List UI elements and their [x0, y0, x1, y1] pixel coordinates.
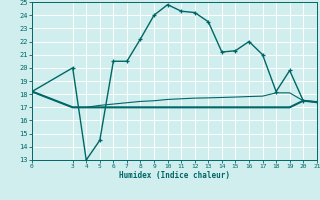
X-axis label: Humidex (Indice chaleur): Humidex (Indice chaleur)	[119, 171, 230, 180]
